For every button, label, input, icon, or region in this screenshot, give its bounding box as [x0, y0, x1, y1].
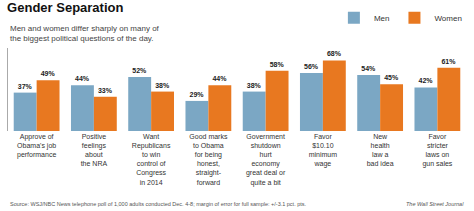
svg-text:Favorstricterlaws ongun sales: Favorstricterlaws ongun sales [422, 133, 452, 168]
svg-text:45%: 45% [384, 74, 399, 81]
svg-text:37%: 37% [18, 83, 33, 90]
svg-text:Gender Separation: Gender Separation [7, 0, 123, 15]
svg-text:Women: Women [434, 14, 461, 23]
svg-text:49%: 49% [41, 70, 56, 77]
svg-text:Newhealthlaw abad idea: Newhealthlaw abad idea [367, 133, 394, 167]
svg-text:The Wall Street Journal: The Wall Street Journal [406, 201, 464, 207]
svg-text:61%: 61% [441, 58, 456, 65]
svg-text:42%: 42% [419, 77, 434, 84]
svg-text:Good marksto Obamafor beinghon: Good marksto Obamafor beinghonest,straig… [189, 133, 228, 186]
svg-text:44%: 44% [75, 75, 90, 82]
svg-text:Source: WSJ/NBC News telephone: Source: WSJ/NBC News telephone poll of 1… [10, 201, 307, 207]
svg-text:58%: 58% [270, 61, 285, 68]
svg-text:33%: 33% [98, 87, 113, 94]
svg-text:44%: 44% [212, 75, 227, 82]
svg-text:Men: Men [374, 14, 390, 23]
svg-text:38%: 38% [247, 82, 262, 89]
svg-text:54%: 54% [361, 65, 376, 72]
svg-text:68%: 68% [327, 50, 342, 57]
svg-text:Men and women differ sharply o: Men and women differ sharply on many oft… [10, 24, 160, 43]
svg-text:Positivefeelingsaboutthe NRA: Positivefeelingsaboutthe NRA [81, 133, 108, 167]
svg-text:Governmentshutdownhurteconomyg: Governmentshutdownhurteconomygreat deal … [246, 133, 286, 187]
svg-text:Approve ofObama's jobperforman: Approve ofObama's jobperformance [17, 133, 56, 159]
svg-text:38%: 38% [155, 82, 170, 89]
svg-text:29%: 29% [190, 91, 205, 98]
svg-text:WantRepublicansto wincontrol o: WantRepublicansto wincontrol ofCongressi… [132, 133, 171, 186]
svg-text:52%: 52% [132, 67, 147, 74]
svg-text:56%: 56% [304, 63, 319, 70]
svg-text:Favor$10.10minimumwage: Favor$10.10minimumwage [309, 133, 338, 168]
